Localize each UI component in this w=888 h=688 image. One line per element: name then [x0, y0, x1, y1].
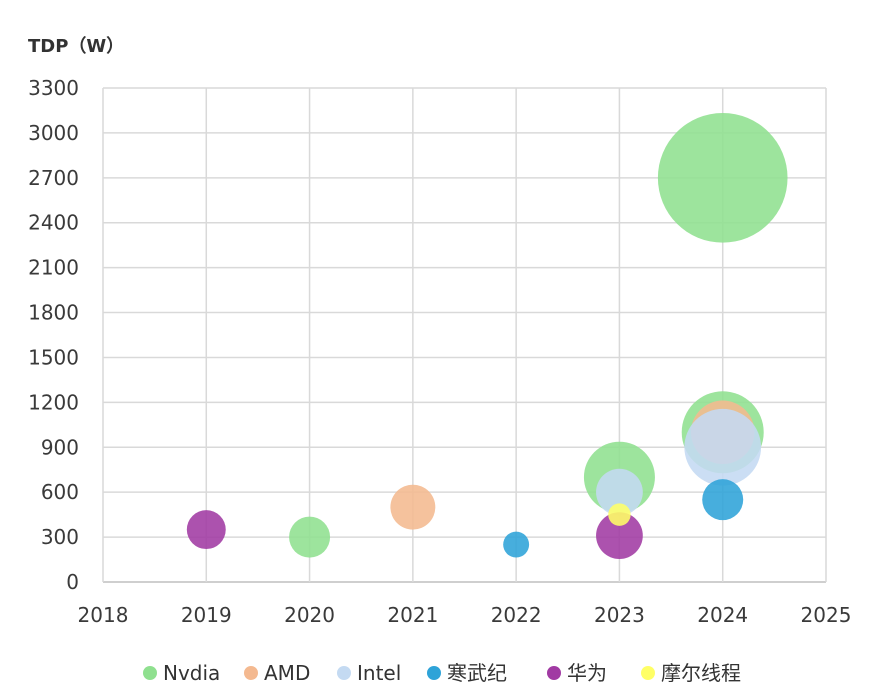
- gridlines: [102, 87, 827, 583]
- bubble-AMD: [390, 484, 436, 530]
- legend-label: Nvdia: [163, 661, 220, 685]
- legend-marker: [641, 666, 655, 680]
- legend-marker: [427, 666, 441, 680]
- legend-label: 华为: [567, 661, 607, 685]
- x-tick-label: 2021: [387, 603, 438, 627]
- y-tick-label: 1500: [28, 345, 79, 369]
- legend-label: 寒武纪: [447, 661, 507, 685]
- legend-label: Intel: [357, 661, 401, 685]
- legend-marker: [143, 666, 157, 680]
- bubble-Intel: [684, 408, 762, 486]
- x-tick-label: 2024: [697, 603, 748, 627]
- y-tick-label: 1800: [28, 301, 79, 325]
- x-tick-label: 2019: [181, 603, 232, 627]
- y-tick-label: 2700: [28, 166, 79, 190]
- legend-label: 摩尔线程: [661, 661, 741, 685]
- bubble-Intel: [596, 468, 643, 516]
- bubble-Nvdia: [289, 516, 331, 558]
- bubble-华为: [596, 512, 643, 559]
- y-axis-label: TDP（W）: [28, 36, 124, 57]
- y-tick-label: 900: [41, 435, 79, 459]
- y-tick-label: 2100: [28, 256, 79, 280]
- legend-marker: [547, 666, 561, 680]
- legend-marker: [337, 666, 351, 680]
- y-tick-label: 3300: [28, 76, 79, 100]
- x-tick-label: 2022: [491, 603, 542, 627]
- bubble-寒武纪: [702, 479, 744, 521]
- y-tick-label: 1200: [28, 390, 79, 414]
- bubble-华为: [186, 510, 226, 550]
- x-tick-label: 2023: [594, 603, 645, 627]
- y-tick-label: 0: [66, 570, 79, 594]
- y-tick-label: 600: [41, 480, 79, 504]
- bubble-Nvdia: [657, 112, 788, 243]
- y-tick-label: 300: [41, 525, 79, 549]
- legend-marker: [244, 666, 258, 680]
- tick-labels: 0 300 600 900 1200 1500 1800 2100 2400 2700 3000 33…: [28, 76, 851, 627]
- bubbles: [186, 112, 788, 559]
- bubble-摩尔线程: [608, 503, 631, 526]
- x-tick-label: 2025: [801, 603, 852, 627]
- x-tick-label: 2020: [284, 603, 335, 627]
- y-tick-label: 2400: [28, 211, 79, 235]
- legend-label: AMD: [264, 661, 310, 685]
- legend: Nvdia AMD Intel 寒武纪 华为 摩尔线程: [143, 661, 741, 685]
- x-tick-label: 2018: [78, 603, 129, 627]
- bubble-寒武纪: [503, 531, 530, 558]
- y-tick-label: 3000: [28, 121, 79, 145]
